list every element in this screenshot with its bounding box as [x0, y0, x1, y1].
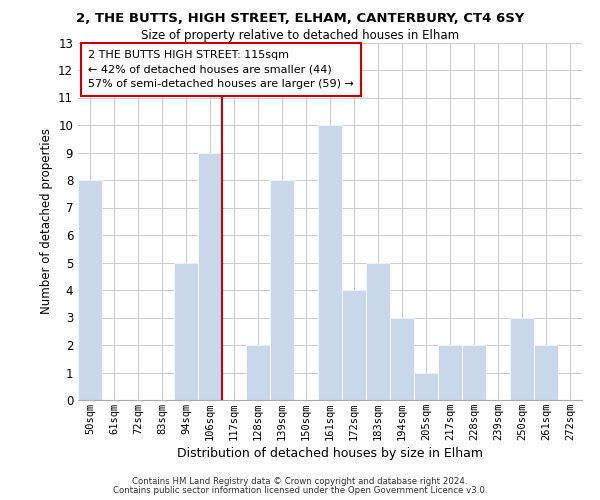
Bar: [414, 372, 438, 400]
Bar: [342, 290, 366, 400]
Bar: [78, 180, 102, 400]
Bar: [438, 345, 462, 400]
Y-axis label: Number of detached properties: Number of detached properties: [40, 128, 53, 314]
Text: Contains HM Land Registry data © Crown copyright and database right 2024.: Contains HM Land Registry data © Crown c…: [132, 477, 468, 486]
Text: Size of property relative to detached houses in Elham: Size of property relative to detached ho…: [141, 29, 459, 42]
Bar: [174, 262, 198, 400]
Bar: [462, 345, 486, 400]
Bar: [366, 262, 390, 400]
Text: 2, THE BUTTS, HIGH STREET, ELHAM, CANTERBURY, CT4 6SY: 2, THE BUTTS, HIGH STREET, ELHAM, CANTER…: [76, 12, 524, 26]
Bar: [534, 345, 558, 400]
Bar: [246, 345, 270, 400]
Bar: [510, 318, 534, 400]
Bar: [318, 125, 342, 400]
Bar: [198, 152, 222, 400]
Text: Contains public sector information licensed under the Open Government Licence v3: Contains public sector information licen…: [113, 486, 487, 495]
Bar: [390, 318, 414, 400]
Bar: [270, 180, 294, 400]
X-axis label: Distribution of detached houses by size in Elham: Distribution of detached houses by size …: [177, 447, 483, 460]
Text: 2 THE BUTTS HIGH STREET: 115sqm
← 42% of detached houses are smaller (44)
57% of: 2 THE BUTTS HIGH STREET: 115sqm ← 42% of…: [88, 50, 354, 90]
